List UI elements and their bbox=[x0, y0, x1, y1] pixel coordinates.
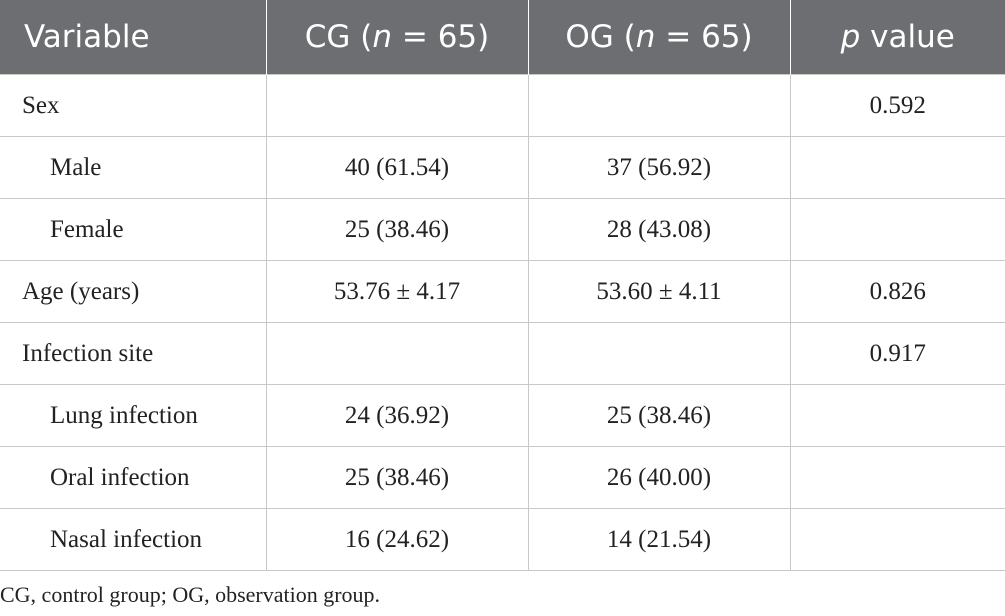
cell-og: 28 (43.08) bbox=[527, 198, 791, 261]
table-row: Age (years) 53.76 ± 4.17 53.60 ± 4.11 0.… bbox=[0, 260, 1005, 323]
table-row: Male 40 (61.54) 37 (56.92) bbox=[0, 136, 1005, 199]
cell-og: 53.60 ± 4.11 bbox=[527, 260, 791, 323]
cell-cg bbox=[265, 322, 529, 385]
table-row: Infection site 0.917 bbox=[0, 322, 1005, 385]
cell-variable: Oral infection bbox=[0, 446, 267, 509]
cell-p bbox=[789, 508, 1005, 571]
cell-p: 0.592 bbox=[789, 74, 1005, 137]
cell-variable: Male bbox=[0, 136, 267, 199]
cell-variable: Infection site bbox=[0, 322, 267, 385]
cell-og: 26 (40.00) bbox=[527, 446, 791, 509]
cell-variable: Nasal infection bbox=[0, 508, 267, 571]
cell-p bbox=[789, 198, 1005, 261]
cell-p bbox=[789, 446, 1005, 509]
cell-og: 14 (21.54) bbox=[527, 508, 791, 571]
cell-cg: 25 (38.46) bbox=[265, 446, 529, 509]
cell-og: 37 (56.92) bbox=[527, 136, 791, 199]
cell-p bbox=[789, 136, 1005, 199]
data-table: Variable CG (n = 65) OG (n = 65) p value… bbox=[0, 0, 1005, 571]
header-row: Variable CG (n = 65) OG (n = 65) p value bbox=[0, 0, 1005, 75]
cell-cg bbox=[265, 74, 529, 137]
header-og: OG (n = 65) bbox=[527, 0, 790, 75]
cell-og bbox=[527, 322, 791, 385]
table-row: Sex 0.592 bbox=[0, 74, 1005, 137]
cell-p: 0.917 bbox=[789, 322, 1005, 385]
cell-cg: 53.76 ± 4.17 bbox=[265, 260, 529, 323]
header-p-value: p value bbox=[789, 0, 1005, 75]
header-cg: CG (n = 65) bbox=[265, 0, 528, 75]
cell-cg: 25 (38.46) bbox=[265, 198, 529, 261]
cell-variable: Age (years) bbox=[0, 260, 267, 323]
table-row: Lung infection 24 (36.92) 25 (38.46) bbox=[0, 384, 1005, 447]
table-footnote: CG, control group; OG, observation group… bbox=[0, 582, 381, 607]
cell-cg: 40 (61.54) bbox=[265, 136, 529, 199]
cell-p bbox=[789, 384, 1005, 447]
cell-og: 25 (38.46) bbox=[527, 384, 791, 447]
table-row: Female 25 (38.46) 28 (43.08) bbox=[0, 198, 1005, 261]
header-variable: Variable bbox=[0, 0, 266, 75]
cell-variable: Lung infection bbox=[0, 384, 267, 447]
cell-variable: Sex bbox=[0, 74, 267, 137]
cell-variable: Female bbox=[0, 198, 267, 261]
cell-cg: 24 (36.92) bbox=[265, 384, 529, 447]
cell-cg: 16 (24.62) bbox=[265, 508, 529, 571]
cell-og bbox=[527, 74, 791, 137]
cell-p: 0.826 bbox=[789, 260, 1005, 323]
table-row: Oral infection 25 (38.46) 26 (40.00) bbox=[0, 446, 1005, 509]
table-row: Nasal infection 16 (24.62) 14 (21.54) bbox=[0, 508, 1005, 571]
